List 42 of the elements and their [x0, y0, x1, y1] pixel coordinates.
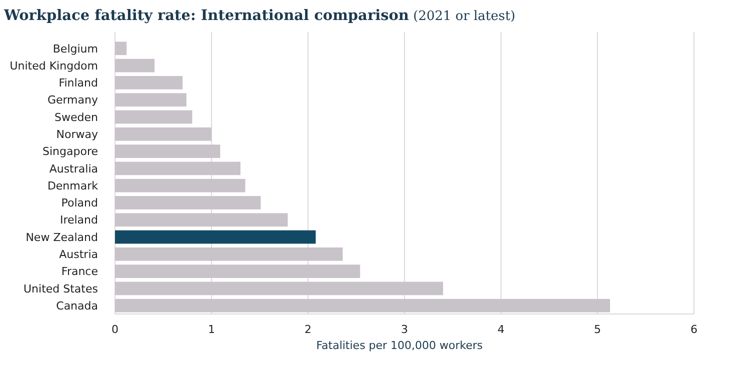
- bar: [115, 264, 360, 278]
- chart-title: Workplace fatality rate: International comparison: [3, 7, 410, 24]
- y-tick-label: Singapore: [42, 145, 98, 158]
- bar: [115, 196, 261, 210]
- bar: [115, 282, 444, 296]
- x-tick-label: 0: [112, 323, 118, 336]
- bar: [115, 230, 316, 244]
- x-tick-label: 1: [208, 323, 215, 336]
- y-tick-label: United Kingdom: [10, 59, 98, 72]
- bar: [115, 213, 288, 227]
- y-tick-label: Finland: [58, 76, 98, 90]
- y-tick-label: Canada: [56, 299, 98, 312]
- bar: [115, 178, 246, 192]
- bar: [115, 127, 212, 141]
- bar: [115, 247, 343, 261]
- x-tick-label: 4: [498, 323, 504, 336]
- y-tick-label: Norway: [56, 128, 98, 141]
- x-tick-label: 6: [690, 323, 698, 336]
- x-axis-title: Fatalities per 100,000 workers: [316, 339, 484, 352]
- bar: [115, 144, 220, 158]
- bar: [115, 162, 240, 176]
- x-tick-label: 5: [594, 323, 601, 336]
- y-tick-label: Ireland: [60, 214, 98, 227]
- y-tick-label: Australia: [49, 162, 98, 176]
- bar: [115, 76, 183, 90]
- y-tick-label: United States: [24, 282, 98, 296]
- x-tick-label: 3: [401, 323, 408, 336]
- bar: [115, 298, 610, 312]
- y-tick-label: France: [61, 265, 98, 278]
- y-tick-label: New Zealand: [26, 230, 98, 244]
- y-tick-label: Sweden: [54, 110, 98, 124]
- y-tick-label: Poland: [61, 196, 98, 210]
- bar: [115, 58, 155, 72]
- bar: [115, 42, 127, 56]
- y-tick-label: Belgium: [52, 42, 98, 56]
- y-tick-label: Austria: [59, 248, 98, 262]
- x-tick-label: 2: [304, 323, 312, 336]
- y-tick-label: Germany: [47, 94, 98, 107]
- y-tick-label: Denmark: [47, 179, 99, 192]
- bar: [115, 110, 192, 124]
- chart-subtitle: (2021 or latest): [408, 9, 516, 24]
- bar: [115, 93, 186, 107]
